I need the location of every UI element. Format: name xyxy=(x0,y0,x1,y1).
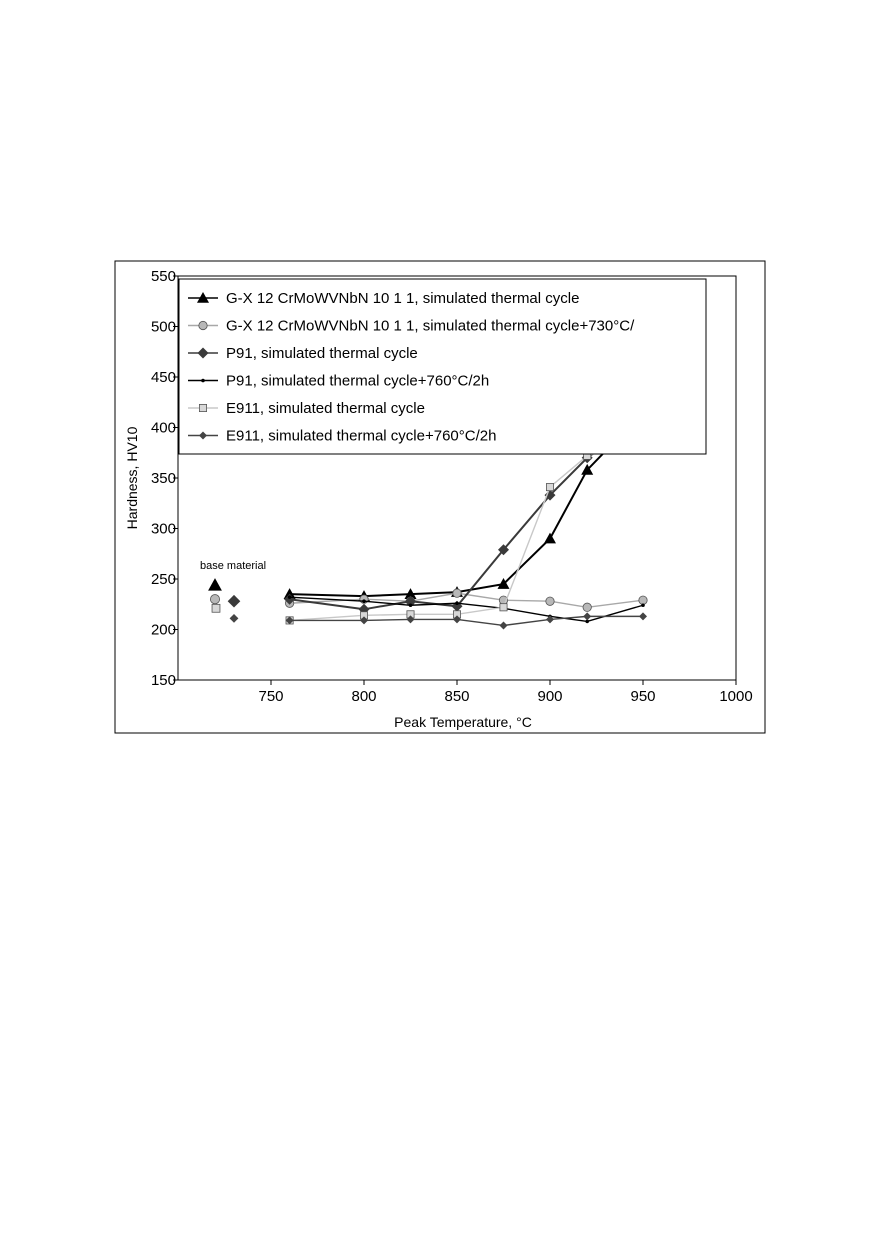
axis-ticks: 150 200 250 300 350 400 450 500 550 750 800 850 900 9… xyxy=(151,268,753,705)
diamond-marker xyxy=(284,593,296,605)
dot-marker xyxy=(201,378,205,383)
diamond-marker xyxy=(360,616,368,625)
diamond-marker xyxy=(453,615,461,624)
diamond-marker xyxy=(285,616,294,625)
y-tick-label: 500 xyxy=(151,319,176,336)
y-tick-label: 400 xyxy=(151,420,176,437)
diamond-marker xyxy=(227,594,241,608)
diamond-marker xyxy=(583,612,592,621)
square-marker xyxy=(499,603,508,612)
series-line xyxy=(289,411,644,598)
square-marker xyxy=(198,403,207,412)
dot-marker xyxy=(641,603,645,608)
dot-marker xyxy=(362,599,366,604)
series-line xyxy=(289,437,644,622)
circle-marker xyxy=(209,594,221,605)
diamond-marker xyxy=(406,615,415,624)
circle-marker xyxy=(638,595,648,605)
y-tick-label: 150 xyxy=(151,672,176,689)
legend-box xyxy=(178,278,707,455)
circle-marker xyxy=(582,602,592,612)
dot-marker xyxy=(455,601,459,606)
y-tick-label: 550 xyxy=(151,268,176,285)
square-marker xyxy=(546,483,555,492)
x-axis-label: Peak Temperature, °C xyxy=(394,714,532,730)
circle-marker xyxy=(452,588,462,598)
diamond-marker xyxy=(639,612,647,621)
diamond-marker xyxy=(199,431,207,440)
series-line xyxy=(289,416,644,611)
legend-item: E911, simulated thermal cycle+760°C/2h xyxy=(188,428,496,445)
triangle-marker xyxy=(208,578,222,591)
y-tick-label: 250 xyxy=(151,571,176,588)
triangle-marker xyxy=(544,532,556,544)
series-line xyxy=(289,615,643,627)
legend-item: P91, simulated thermal cycle+760°C/2h xyxy=(188,373,489,390)
diamond-marker xyxy=(499,621,508,630)
triangle-marker xyxy=(404,588,417,599)
y-axis-label: Hardness, HV10 xyxy=(124,426,140,529)
circle-marker xyxy=(545,596,555,606)
dot-marker xyxy=(408,603,413,608)
legend-item: G-X 12 CrMoWVNbN 10 1 1, simulated therm… xyxy=(188,318,635,335)
y-tick-label: 450 xyxy=(151,369,176,386)
diamond-marker xyxy=(229,613,239,623)
diamond-marker xyxy=(405,595,416,607)
y-tick-label: 350 xyxy=(151,470,176,487)
triangle-marker xyxy=(283,588,296,599)
diamond-marker xyxy=(546,615,554,624)
legend: G-X 12 CrMoWVNbN 10 1 1, simulated therm… xyxy=(178,278,707,455)
legend-label: E911, simulated thermal cycle xyxy=(226,400,425,417)
series xyxy=(285,612,647,630)
series-layer xyxy=(283,406,649,630)
triangle-marker xyxy=(197,292,209,303)
square-marker xyxy=(211,603,221,613)
y-tick-label: 300 xyxy=(151,521,176,538)
diamond-marker xyxy=(498,544,509,556)
legend-item: G-X 12 CrMoWVNbN 10 1 1, simulated therm… xyxy=(188,290,579,307)
x-tick-label: 900 xyxy=(537,688,562,705)
legend-label: G-X 12 CrMoWVNbN 10 1 1, simulated therm… xyxy=(226,290,579,307)
dot-marker xyxy=(287,595,292,599)
series-line xyxy=(289,592,644,608)
legend-label: P91, simulated thermal cycle+760°C/2h xyxy=(226,373,489,390)
dot-marker xyxy=(585,619,589,624)
y-tick-label: 200 xyxy=(151,622,176,639)
x-tick-label: 850 xyxy=(444,688,469,705)
series-line xyxy=(289,596,644,623)
circle-marker xyxy=(198,320,208,331)
legend-label: P91, simulated thermal cycle xyxy=(226,345,418,362)
diamond-marker xyxy=(197,347,209,359)
base-material-annotation: base material xyxy=(200,560,266,572)
x-tick-label: 800 xyxy=(351,688,376,705)
x-tick-label: 950 xyxy=(630,688,655,705)
legend-label: G-X 12 CrMoWVNbN 10 1 1, simulated therm… xyxy=(226,318,635,335)
base-material-points xyxy=(208,578,241,623)
x-tick-label: 750 xyxy=(258,688,283,705)
x-tick-label: 1000 xyxy=(719,688,752,705)
legend-label: E911, simulated thermal cycle+760°C/2h xyxy=(226,428,496,445)
triangle-marker xyxy=(581,463,594,475)
triangle-marker xyxy=(497,578,510,589)
legend-item: P91, simulated thermal cycle xyxy=(188,345,418,362)
legend-item: E911, simulated thermal cycle xyxy=(188,400,425,417)
